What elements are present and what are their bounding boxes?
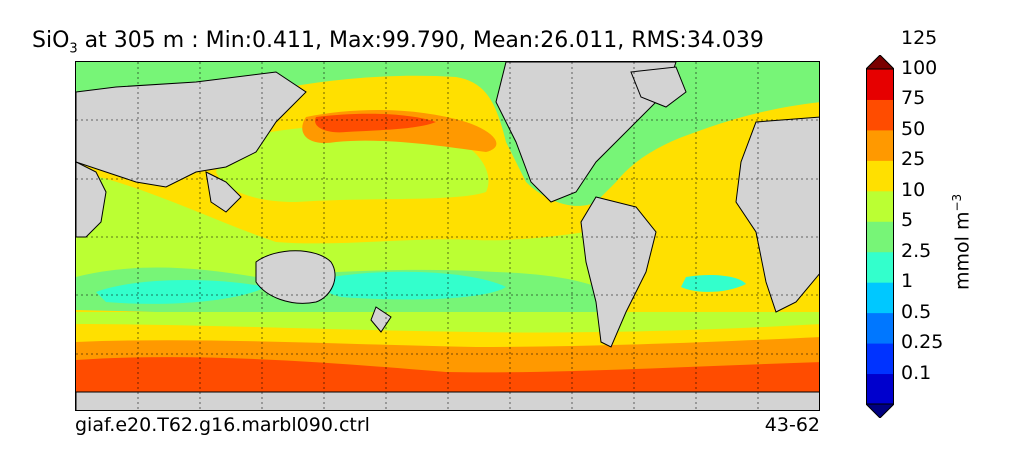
- greenland-landmass: [630, 66, 687, 108]
- colorbar-tick-label: 50: [901, 117, 926, 140]
- south-america-landmass: [580, 196, 657, 348]
- colorbar-tick-label: 100: [901, 57, 938, 79]
- gridlines: [76, 62, 819, 410]
- indochina-landmass: [205, 171, 242, 213]
- region-pacific-cyan: [322, 271, 506, 300]
- region-north-pacific-red: [315, 113, 436, 133]
- region-north-pacific-lime: [216, 125, 489, 202]
- colorbar-tick-label: 2.5: [901, 239, 932, 262]
- colorbar: [866, 55, 894, 418]
- years-label: 43-62: [764, 414, 820, 436]
- colorbar-tick-label: 5: [901, 209, 914, 232]
- asia-west-landmass: [76, 71, 307, 188]
- colorbar-extend-min: [866, 403, 894, 418]
- title-stats: at 305 m : Min:0.411, Max:99.790, Mean:2…: [77, 28, 764, 53]
- units-exponent: −3: [950, 193, 964, 212]
- colorbar-bin: [866, 221, 894, 253]
- region-equatorial-lime: [76, 172, 636, 295]
- colorbar-segments: [866, 55, 894, 418]
- map-panel: [75, 61, 820, 411]
- region-southern-yellow: [76, 324, 819, 347]
- units-prefix: mmol m: [951, 211, 974, 290]
- plot-title: SiO3 at 305 m : Min:0.411, Max:99.790, M…: [32, 28, 764, 56]
- colorbar-frame: [866, 68, 894, 405]
- colorbar-bin: [866, 160, 894, 192]
- colorbar-bin: [866, 190, 894, 222]
- colorbar-bin: [866, 129, 894, 161]
- colorbar-bin: [866, 373, 894, 405]
- title-subscript: 3: [69, 41, 78, 57]
- colorbar-tick-label: 1: [901, 270, 914, 293]
- colorbar-extend-max: [866, 55, 894, 70]
- case-name-label: giaf.e20.T62.g16.marbl090.ctrl: [75, 414, 370, 436]
- australia-landmass: [255, 250, 336, 304]
- africa-east-landmass: [76, 161, 107, 238]
- colorbar-tick-label: 0.1: [901, 361, 932, 384]
- colorbar-tick-label: 75: [901, 87, 926, 110]
- colorbar-tick-label: 125: [901, 26, 938, 49]
- africa-west-landmass: [735, 116, 819, 313]
- colorbar-units: mmol m−3: [950, 194, 973, 290]
- colorbar-bin: [866, 312, 894, 344]
- colorbar-bin: [866, 282, 894, 314]
- colorbar-bin: [866, 69, 894, 100]
- colorbar-bin: [866, 343, 894, 375]
- colorbar-tick-label: 25: [901, 148, 926, 171]
- region-atlantic-cyan: [681, 274, 746, 292]
- colorbar-tick-label: 10: [901, 178, 926, 201]
- colorbar-tick-label: 0.25: [901, 331, 944, 354]
- colorbar-bin: [866, 99, 894, 131]
- silicate-map: [76, 62, 819, 410]
- continents: [76, 62, 819, 410]
- colorbar-bin: [866, 251, 894, 283]
- colorbar-tick-label: 0.5: [901, 300, 932, 323]
- region-indian-cyan: [96, 280, 266, 304]
- antarctica-landmass: [76, 391, 819, 410]
- title-variable: SiO: [32, 28, 70, 53]
